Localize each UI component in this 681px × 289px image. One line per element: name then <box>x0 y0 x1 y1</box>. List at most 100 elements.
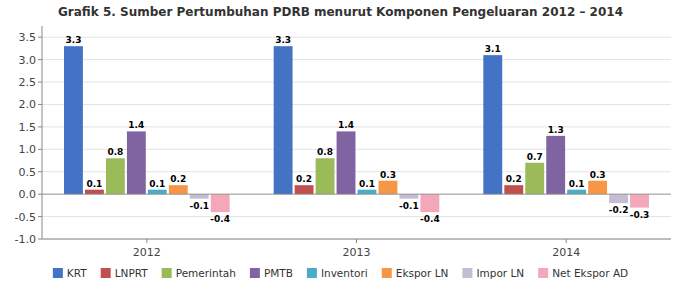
legend-swatch <box>462 268 472 278</box>
bar <box>316 158 335 194</box>
title: Grafik 5. Sumber Pertumbuhan PDRB menuru… <box>58 5 623 19</box>
bar <box>609 194 628 203</box>
bar <box>211 194 230 212</box>
legend-item: Ekspor LN <box>382 267 449 279</box>
legend-label: Impor LN <box>476 267 524 279</box>
y-tick <box>38 104 42 105</box>
y-tick <box>38 171 42 172</box>
legend-item: LNPRT <box>101 267 149 279</box>
data-label: 1.3 <box>548 125 564 135</box>
zero-line <box>42 194 671 195</box>
y-tick <box>38 126 42 127</box>
data-label: 1.4 <box>128 120 144 130</box>
y-tick <box>38 149 42 150</box>
bar <box>148 190 167 194</box>
bar <box>169 185 188 194</box>
bar <box>504 185 523 194</box>
data-label: 0.1 <box>569 179 585 189</box>
x-tick <box>356 239 357 243</box>
legend-swatch <box>250 268 260 278</box>
data-label: 0.8 <box>107 147 123 157</box>
bar <box>127 131 146 194</box>
y-tick-label: 0.0 <box>19 188 37 201</box>
bar <box>420 194 439 212</box>
legend-label: LNPRT <box>115 267 149 279</box>
y-tick-label: 1.0 <box>19 143 37 156</box>
y-tick-label: 3.0 <box>19 54 37 67</box>
data-label: 0.1 <box>359 179 375 189</box>
bar <box>190 194 209 198</box>
bar <box>85 190 104 194</box>
legend-item: KRT <box>53 267 87 279</box>
data-label: 0.7 <box>527 152 543 162</box>
bar <box>295 185 314 194</box>
legend-swatch <box>53 268 63 278</box>
legend-label: Inventori <box>321 267 368 279</box>
bar <box>630 194 649 207</box>
grid-line <box>42 194 671 195</box>
data-label: 0.2 <box>170 174 186 184</box>
x-tick-label: 2012 <box>133 246 161 259</box>
y-tick-label: 3.5 <box>19 31 37 44</box>
bar <box>567 190 586 194</box>
y-tick <box>38 239 42 240</box>
data-label: 3.1 <box>485 44 501 54</box>
data-label: 0.2 <box>296 174 312 184</box>
data-label: 3.3 <box>65 35 81 45</box>
data-label: 1.4 <box>338 120 354 130</box>
bar <box>525 163 544 194</box>
y-tick <box>38 59 42 60</box>
legend-swatch <box>538 268 548 278</box>
y-tick <box>38 37 42 38</box>
legend-item: Inventori <box>307 267 368 279</box>
y-tick-label: -0.5 <box>15 211 36 224</box>
legend-swatch <box>382 268 392 278</box>
y-tick-label: 2.0 <box>19 98 37 111</box>
data-label: 3.3 <box>275 35 291 45</box>
legend: KRT LNPRT Pemerintah PMTB Inventori Ekspor LN… <box>53 267 628 279</box>
bar <box>274 46 293 194</box>
data-label: 0.3 <box>590 170 606 180</box>
grid <box>42 37 671 239</box>
data-labels: 3.30.10.81.40.10.2-0.1-0.43.30.20.81.40.… <box>65 35 649 224</box>
bar <box>588 181 607 194</box>
data-label: -0.4 <box>420 214 440 224</box>
y-tick <box>38 194 42 195</box>
bar <box>483 55 502 194</box>
bar <box>379 181 398 194</box>
y-axis <box>42 26 43 239</box>
data-label: 0.2 <box>506 174 522 184</box>
legend-label: Net Ekspor AD <box>552 267 628 279</box>
bar <box>106 158 125 194</box>
y-tick-label: 0.5 <box>19 166 37 179</box>
bar <box>337 131 356 194</box>
data-label: -0.3 <box>630 210 650 220</box>
legend-item: Net Ekspor AD <box>538 267 628 279</box>
legend-swatch <box>307 268 317 278</box>
legend-label: PMTB <box>264 267 293 279</box>
legend-swatch <box>101 268 111 278</box>
legend-label: Pemerintah <box>176 267 236 279</box>
data-label: 0.1 <box>86 179 102 189</box>
data-label: -0.4 <box>210 214 230 224</box>
grid-line <box>42 82 671 83</box>
legend-swatch <box>162 268 172 278</box>
data-label: -0.1 <box>189 201 209 211</box>
grid-line <box>42 104 671 105</box>
bar <box>399 194 418 198</box>
data-label: 0.3 <box>380 170 396 180</box>
y-tick-label: -1.0 <box>15 233 36 246</box>
y-tick <box>38 216 42 217</box>
x-tick <box>566 239 567 243</box>
legend-label: Ekspor LN <box>396 267 449 279</box>
x-tick-label: 2013 <box>343 246 371 259</box>
legend-item: Pemerintah <box>162 267 236 279</box>
bar <box>64 46 83 194</box>
bar <box>358 190 377 194</box>
grid-line <box>42 216 671 217</box>
y-tick-label: 2.5 <box>19 76 37 89</box>
x-tick-label: 2014 <box>552 246 580 259</box>
x-tick <box>146 239 147 243</box>
grid-line <box>42 37 671 38</box>
bar <box>546 136 565 194</box>
